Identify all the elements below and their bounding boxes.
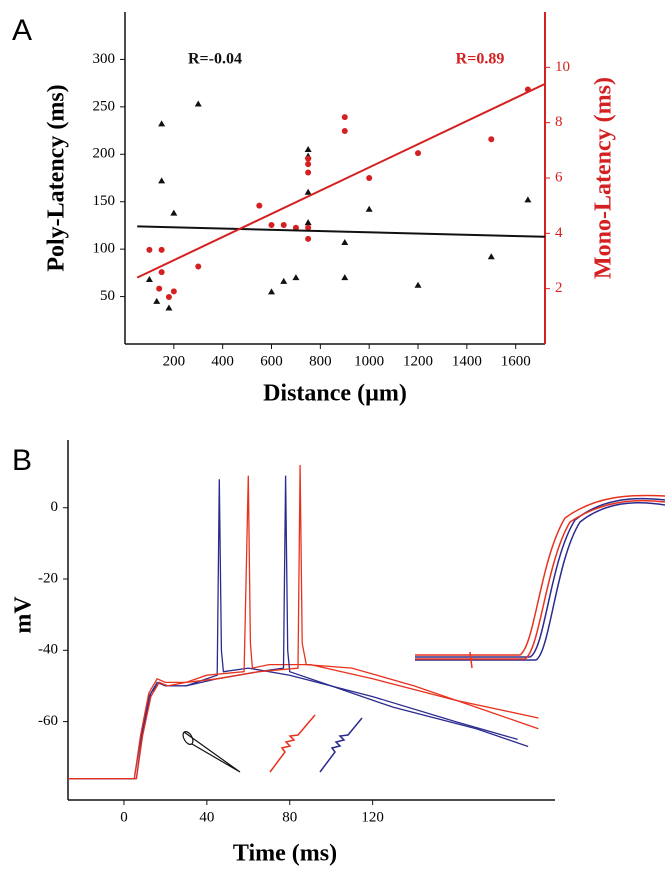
x-tick-label: 1600: [501, 353, 531, 369]
x-tick-label: 400: [211, 353, 234, 369]
point: [341, 114, 348, 121]
point: [156, 285, 163, 292]
point: [341, 274, 349, 281]
y-tick-label: 250: [93, 98, 116, 114]
resistor-icon: [269, 714, 316, 773]
point: [165, 304, 173, 311]
x-tick-label: 80: [282, 809, 297, 825]
point: [170, 288, 177, 295]
point: [524, 196, 532, 203]
x-tick-label: 1000: [354, 353, 384, 369]
y2-tick-label: 6: [555, 169, 563, 185]
y2-tick-label: 4: [555, 225, 563, 241]
annotation: R=-0.04: [188, 51, 242, 68]
y-tick-label: -40: [38, 642, 58, 658]
point: [153, 297, 161, 304]
inset-traces: [415, 494, 665, 669]
point: [305, 224, 312, 231]
resistor-icon: [319, 717, 363, 773]
panel-label: A: [12, 14, 32, 47]
point: [170, 209, 178, 216]
point: [158, 120, 166, 127]
point: [194, 100, 202, 107]
x-tick-label: 1400: [452, 353, 482, 369]
point: [158, 177, 166, 184]
y-tick-label: 300: [93, 51, 116, 67]
point: [341, 127, 348, 134]
panel-label: B: [12, 444, 32, 477]
point: [305, 169, 312, 176]
y-tick-label: -20: [38, 570, 58, 586]
point: [158, 246, 165, 253]
x-axis-label: Time (ms): [233, 841, 337, 867]
y-tick-label: 100: [93, 241, 116, 257]
x-tick-label: 800: [309, 353, 332, 369]
y-tick-label: 200: [93, 146, 116, 162]
point: [304, 146, 312, 153]
y-tick-label: 0: [51, 499, 59, 515]
point: [304, 188, 312, 195]
y2-tick-label: 10: [555, 59, 570, 75]
trace: [68, 479, 518, 780]
trace: [68, 475, 539, 780]
point: [268, 288, 276, 295]
trace: [68, 464, 539, 780]
x-tick-label: 600: [260, 353, 283, 369]
point: [305, 161, 312, 168]
point: [415, 150, 422, 157]
y-tick-label: 150: [93, 193, 116, 209]
trace: [136, 82, 546, 279]
point: [292, 224, 299, 231]
point: [280, 277, 288, 284]
point: [158, 269, 165, 276]
point: [292, 274, 300, 281]
x-tick-label: 1200: [403, 353, 433, 369]
annotation: R=0.89: [456, 51, 505, 68]
point: [305, 155, 312, 162]
point: [366, 175, 373, 181]
point: [487, 253, 495, 260]
y-tick-label: 50: [100, 288, 115, 304]
x-axis-label: Distance (µm): [263, 381, 407, 407]
point: [304, 219, 312, 226]
point: [280, 222, 287, 229]
point: [145, 275, 153, 282]
y-axis-label: Poly-Latency (ms): [44, 84, 70, 271]
point: [146, 246, 153, 253]
trace: [137, 225, 546, 238]
x-tick-label: 40: [199, 809, 214, 825]
y2-axis-label: Mono-Latency (ms): [591, 77, 617, 279]
y-axis-label: mV: [11, 596, 37, 634]
point: [488, 136, 495, 143]
point: [305, 235, 312, 242]
point: [365, 205, 373, 212]
point: [195, 263, 202, 270]
y2-tick-label: 8: [555, 114, 563, 130]
point: [256, 202, 263, 209]
point: [341, 239, 349, 246]
point: [165, 293, 172, 300]
x-tick-label: 0: [120, 809, 128, 825]
y-tick-label: -60: [38, 713, 58, 729]
point: [268, 222, 275, 229]
electrode-icon: [182, 731, 241, 773]
x-tick-label: 200: [163, 353, 186, 369]
y2-tick-label: 2: [555, 280, 563, 296]
x-tick-label: 120: [361, 809, 384, 825]
point: [414, 281, 422, 288]
